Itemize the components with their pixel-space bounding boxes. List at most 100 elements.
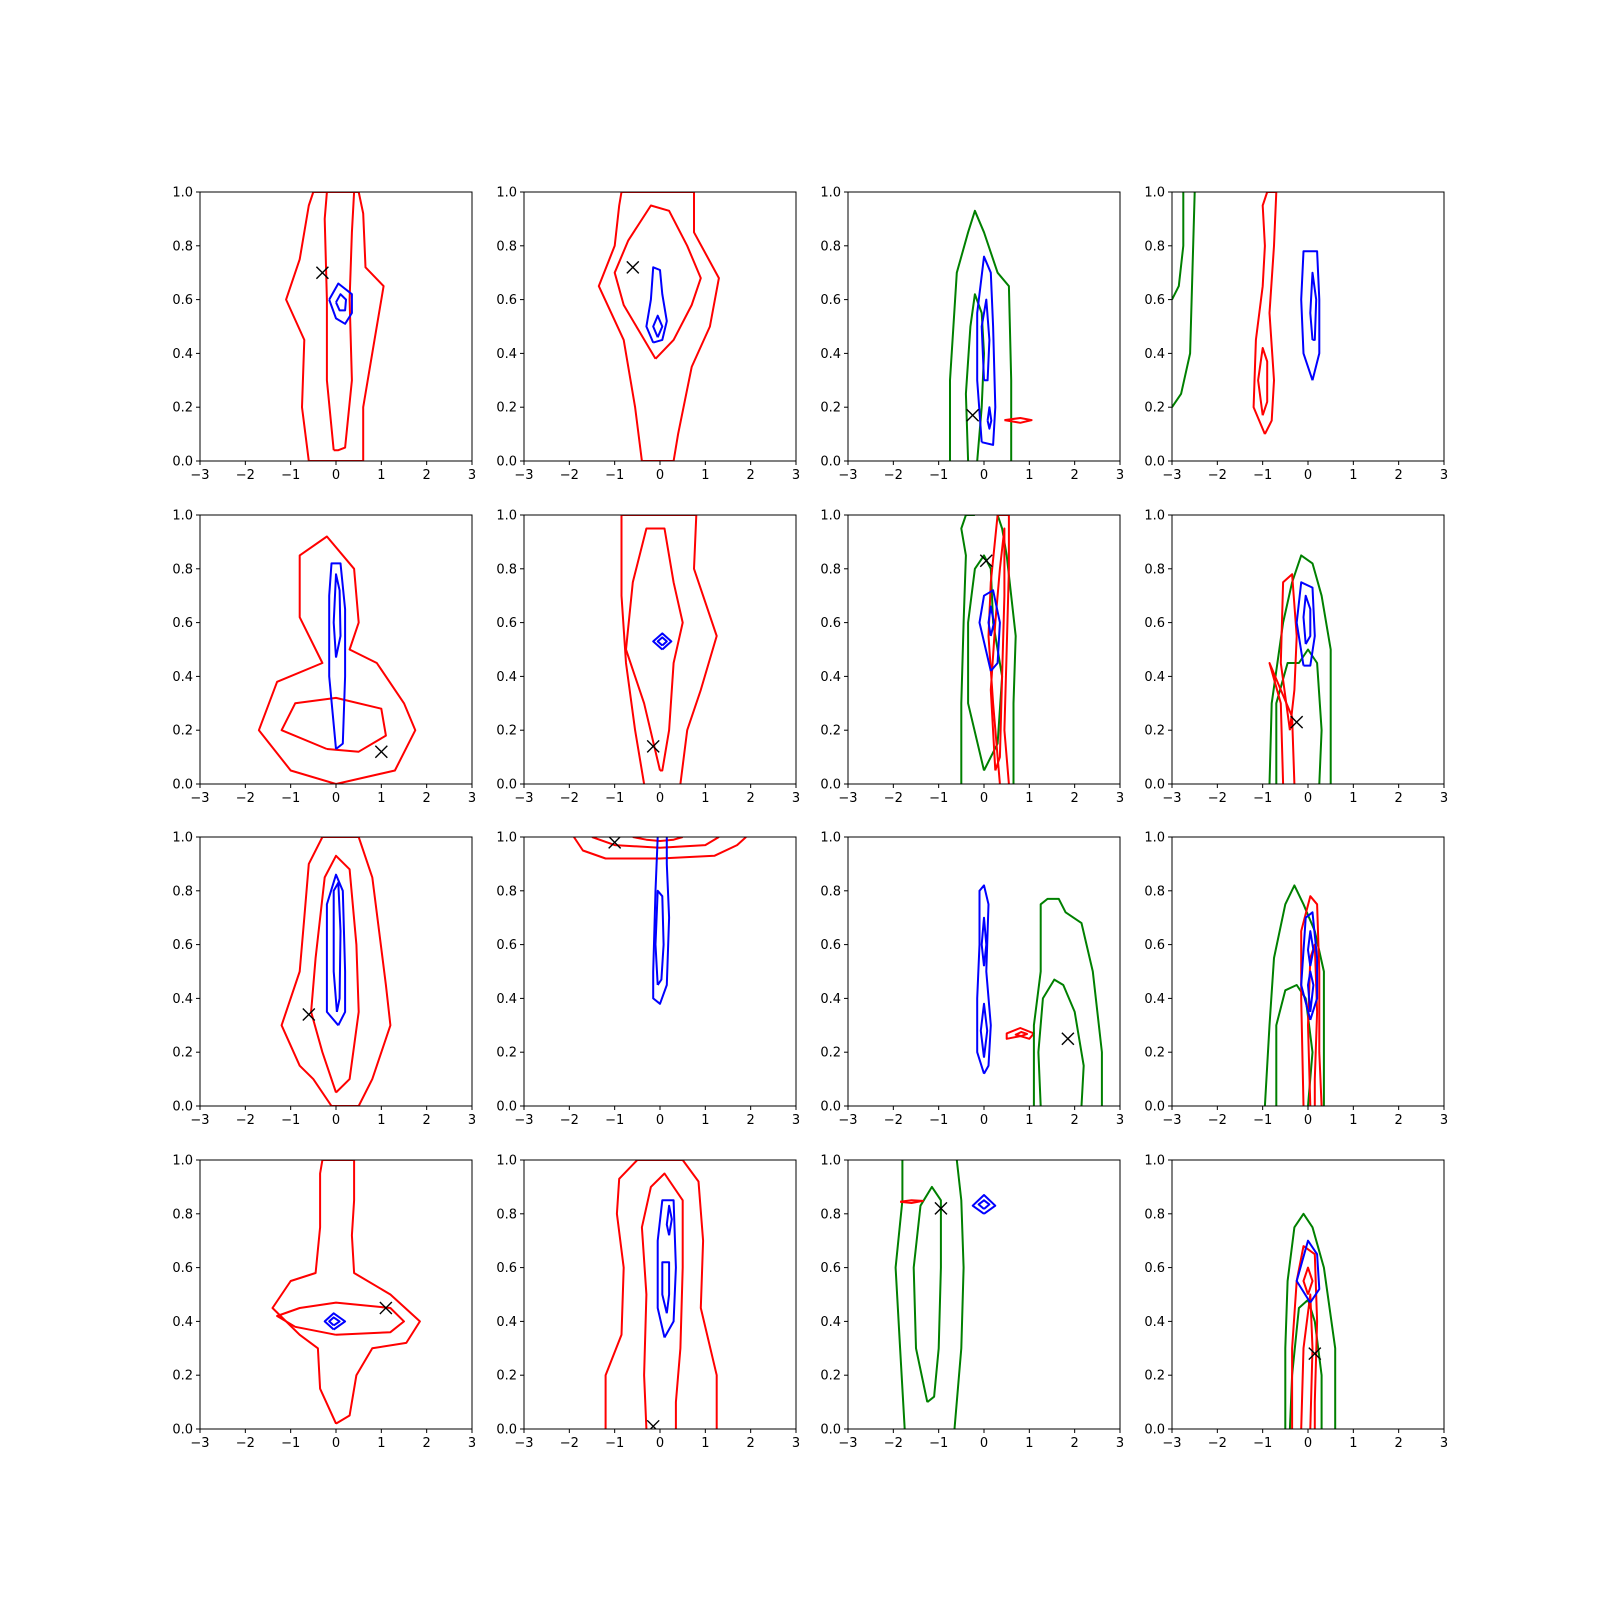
x-tick-label: 3: [1116, 1436, 1124, 1451]
y-tick-label: 0.0: [1144, 778, 1165, 793]
y-tick-label: 0.6: [496, 293, 517, 308]
x-tick-label: −3: [190, 791, 209, 806]
x-tick-label: 0: [980, 1113, 988, 1128]
y-tick-label: 0.2: [820, 1369, 841, 1384]
x-marker-stroke: [302, 1008, 316, 1022]
contour-line-blue: [652, 837, 671, 1005]
contour-line-green: [1032, 897, 1103, 1106]
x-tick-label: 3: [1440, 791, 1448, 806]
x-tick-label: −1: [1253, 1113, 1272, 1128]
x-marker-stroke: [979, 554, 993, 568]
y-tick-label: 0.8: [172, 562, 193, 577]
x-tick-label: 1: [377, 791, 385, 806]
contour-line-blue: [325, 873, 347, 1026]
contour-line-green: [1172, 192, 1196, 408]
y-tick-label: 0.0: [496, 1423, 517, 1438]
x-tick-label: 0: [980, 468, 988, 483]
x-tick-label: 3: [468, 1113, 476, 1128]
contour-line-green: [996, 515, 1017, 784]
y-tick-label: 0.6: [820, 1261, 841, 1276]
x-tick-label: 2: [747, 468, 755, 483]
contour-line-blue: [1302, 594, 1312, 645]
x-tick-label: 2: [1395, 468, 1403, 483]
y-tick-label: 0.8: [496, 884, 517, 899]
x-marker-stroke: [966, 408, 980, 422]
x-marker: [1290, 715, 1304, 729]
x-tick-label: 0: [656, 1436, 664, 1451]
x-marker: [374, 745, 388, 759]
y-tick-label: 0.6: [172, 293, 193, 308]
contour-line-red: [632, 837, 683, 842]
contour-line-blue: [976, 884, 992, 1075]
subplot-4: −3 −2 −1 0 1 2 3 0.0 0.2 0.4 0.6 0.8 1.0: [1144, 186, 1448, 484]
x-tick-label: 1: [1025, 1436, 1033, 1451]
contour-line-red: [1300, 1293, 1314, 1429]
x-tick-label: 0: [1304, 468, 1312, 483]
y-tick-label: 0.2: [172, 1369, 193, 1384]
y-tick-label: 1.0: [820, 509, 841, 524]
x-tick-label: −3: [838, 1436, 857, 1451]
x-tick-label: 2: [747, 791, 755, 806]
plot-area: [285, 192, 385, 461]
y-tick-label: 0.4: [496, 670, 517, 685]
plot-area: [1284, 1212, 1337, 1429]
x-tick-label: 2: [423, 468, 431, 483]
x-tick-label: 2: [1395, 1436, 1403, 1451]
contour-line-red: [1005, 1027, 1035, 1040]
y-tick-label: 1.0: [1144, 509, 1165, 524]
contour-line-green: [953, 1160, 965, 1429]
contour-line-blue: [665, 1204, 673, 1236]
y-tick-label: 1.0: [1144, 1154, 1165, 1169]
contour-line-blue: [1300, 911, 1319, 1021]
y-tick-label: 0.6: [496, 616, 517, 631]
x-marker-stroke: [626, 260, 640, 274]
x-tick-label: 0: [332, 468, 340, 483]
axes-frame: [199, 1159, 473, 1430]
plot-area: [604, 1160, 718, 1429]
contour-line-red: [989, 527, 1006, 771]
x-tick-label: 0: [1304, 791, 1312, 806]
y-tick-label: 0.6: [820, 293, 841, 308]
y-tick-label: 0.6: [172, 616, 193, 631]
x-tick-label: 3: [468, 791, 476, 806]
x-tick-label: −2: [1208, 1436, 1227, 1451]
contour-line-blue: [328, 562, 347, 750]
y-tick-label: 0.2: [172, 401, 193, 416]
x-marker: [608, 837, 622, 849]
x-tick-label: 3: [1116, 468, 1124, 483]
y-tick-label: 1.0: [1144, 186, 1165, 201]
x-marker-stroke: [646, 739, 660, 753]
x-marker: [1308, 1347, 1322, 1361]
plot-area: [280, 837, 392, 1106]
y-tick-label: 1.0: [496, 1154, 517, 1169]
y-tick-label: 0.8: [496, 1207, 517, 1222]
x-tick-label: 2: [423, 791, 431, 806]
contour-line-red: [591, 837, 720, 849]
y-tick-label: 0.4: [172, 1315, 193, 1330]
plot-area: [1263, 884, 1325, 1106]
x-tick-label: −3: [514, 468, 533, 483]
x-tick-label: 1: [1349, 1436, 1357, 1451]
x-tick-label: 3: [792, 1113, 800, 1128]
x-marker-stroke: [379, 1301, 393, 1315]
contour-line-green: [1275, 984, 1314, 1106]
contour-line-blue: [1307, 930, 1315, 967]
y-tick-label: 0.0: [172, 1423, 193, 1438]
x-marker-stroke: [1308, 1347, 1322, 1361]
x-tick-label: −1: [281, 1436, 300, 1451]
x-tick-label: 1: [377, 468, 385, 483]
x-tick-label: −2: [236, 468, 255, 483]
y-tick-label: 0.0: [820, 1423, 841, 1438]
contour-line-blue: [328, 1316, 341, 1327]
contour-line-blue: [654, 889, 665, 986]
y-tick-label: 0.6: [172, 938, 193, 953]
y-tick-label: 0.4: [820, 670, 841, 685]
x-tick-label: −2: [560, 1436, 579, 1451]
x-tick-label: 3: [468, 1436, 476, 1451]
x-tick-label: 3: [1116, 1113, 1124, 1128]
x-marker: [626, 260, 640, 274]
y-tick-label: 0.0: [1144, 1100, 1165, 1115]
y-tick-label: 1.0: [172, 1154, 193, 1169]
y-tick-label: 0.0: [172, 1100, 193, 1115]
plot-area: [1268, 554, 1332, 784]
